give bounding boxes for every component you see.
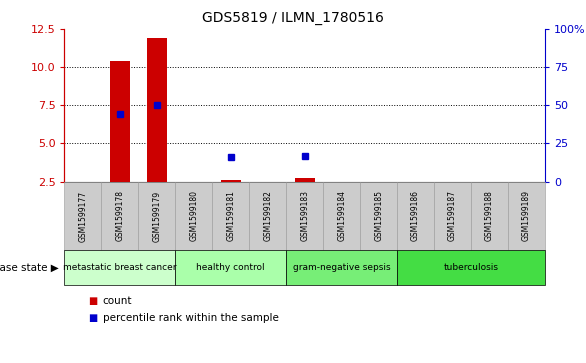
Text: GSM1599189: GSM1599189	[522, 191, 531, 241]
Text: ■: ■	[88, 313, 97, 323]
Text: count: count	[103, 296, 132, 306]
Text: GSM1599181: GSM1599181	[226, 191, 236, 241]
Text: GSM1599180: GSM1599180	[189, 191, 198, 241]
Text: percentile rank within the sample: percentile rank within the sample	[103, 313, 278, 323]
Bar	[295, 179, 315, 182]
Text: ■: ■	[88, 296, 97, 306]
Text: GSM1599178: GSM1599178	[115, 191, 124, 241]
Text: tuberculosis: tuberculosis	[444, 263, 499, 272]
Text: GSM1599187: GSM1599187	[448, 191, 457, 241]
Text: GSM1599183: GSM1599183	[300, 191, 309, 241]
Text: GSM1599184: GSM1599184	[337, 191, 346, 241]
Text: GSM1599188: GSM1599188	[485, 191, 494, 241]
Text: GDS5819 / ILMN_1780516: GDS5819 / ILMN_1780516	[202, 11, 384, 25]
Text: metastatic breast cancer: metastatic breast cancer	[63, 263, 176, 272]
Text: gram-negative sepsis: gram-negative sepsis	[293, 263, 390, 272]
Text: GSM1599186: GSM1599186	[411, 191, 420, 241]
Bar	[110, 61, 130, 182]
Bar	[221, 180, 241, 182]
Text: GSM1599185: GSM1599185	[374, 191, 383, 241]
Bar	[146, 38, 167, 182]
Text: disease state ▶: disease state ▶	[0, 263, 59, 273]
Text: GSM1599179: GSM1599179	[152, 191, 161, 241]
Text: healthy control: healthy control	[196, 263, 265, 272]
Text: GSM1599182: GSM1599182	[263, 191, 272, 241]
Text: GSM1599177: GSM1599177	[79, 191, 87, 241]
